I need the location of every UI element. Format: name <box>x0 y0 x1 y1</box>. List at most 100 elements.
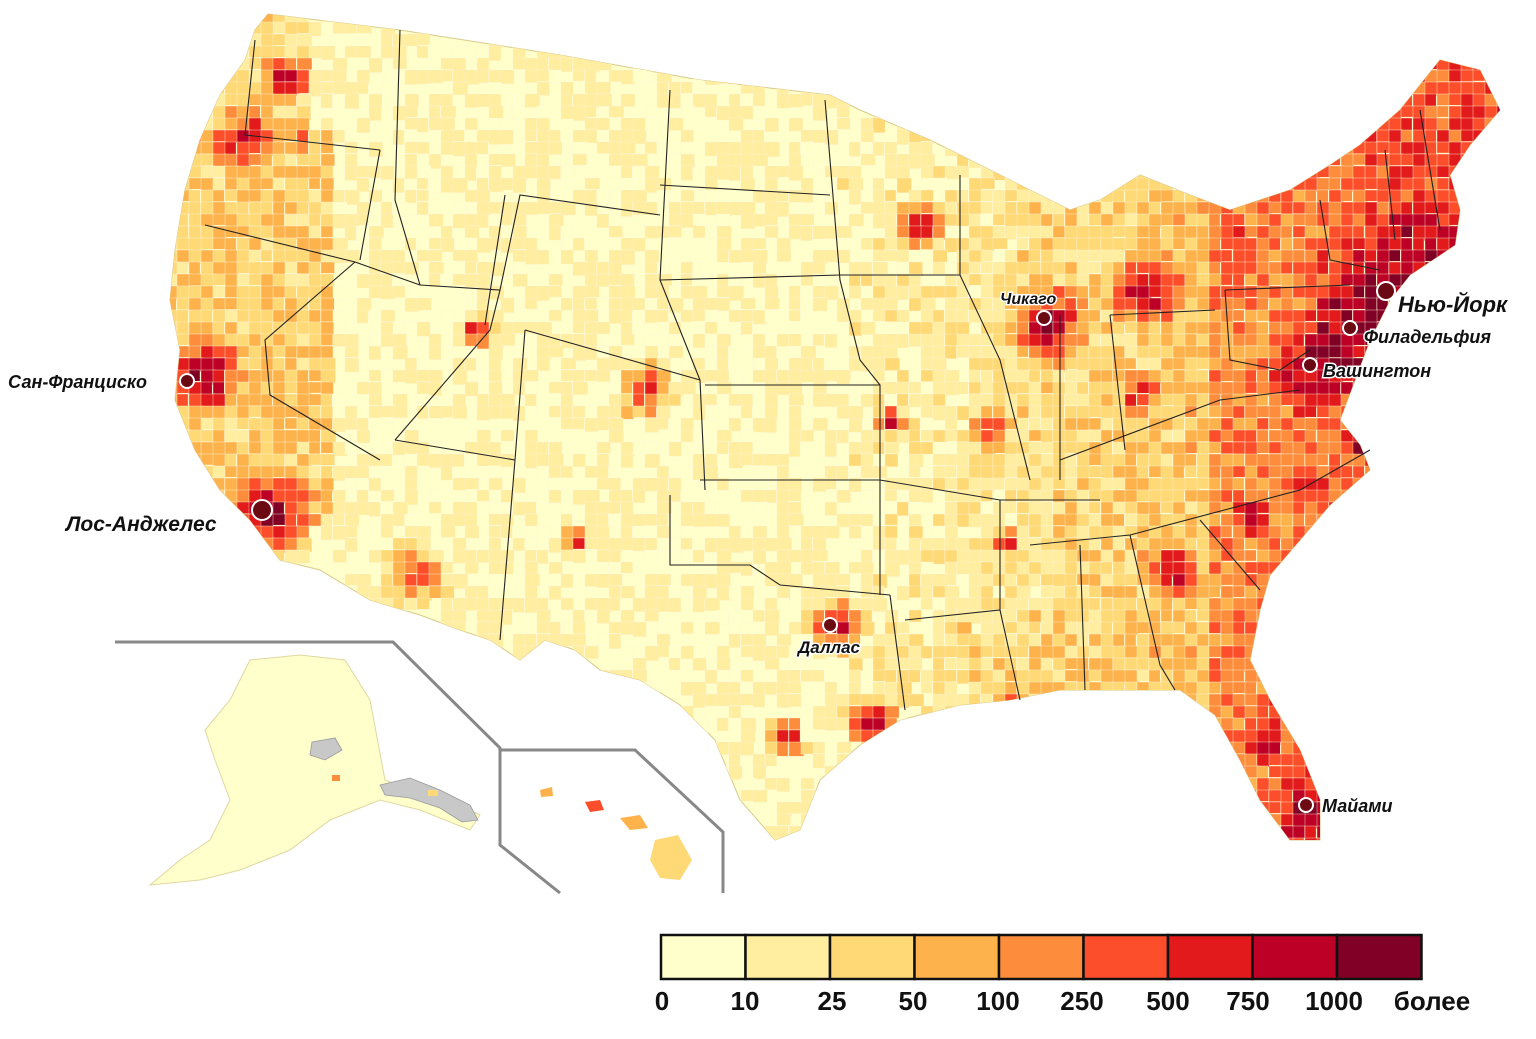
county-cell <box>1076 33 1091 49</box>
county-cell <box>1268 585 1284 599</box>
county-cell <box>272 465 285 478</box>
county-cell <box>548 633 563 649</box>
county-cell <box>560 369 574 382</box>
county-cell <box>1376 489 1390 503</box>
county-cell <box>560 165 577 182</box>
county-cell <box>740 561 753 577</box>
county-cell <box>1124 345 1139 359</box>
county-cell <box>488 573 502 586</box>
county-cell <box>380 573 393 588</box>
county-cell <box>536 21 551 35</box>
county-cell <box>1256 441 1271 454</box>
county-cell <box>656 33 671 48</box>
county-cell <box>224 513 239 528</box>
county-cell <box>1364 117 1379 130</box>
county-cell <box>656 405 671 420</box>
county-cell <box>944 69 959 83</box>
county-cell <box>1509 154 1521 166</box>
county-cell <box>1460 633 1475 647</box>
county-cell <box>992 14 1006 24</box>
county-cell <box>800 45 816 60</box>
county-cell <box>1040 405 1054 419</box>
county-cell <box>836 405 851 419</box>
county-cell <box>1028 249 1041 262</box>
county-cell <box>536 333 551 347</box>
county-cell <box>1292 549 1306 564</box>
county-cell <box>272 417 285 431</box>
county-cell <box>224 297 239 310</box>
county-cell <box>1364 309 1378 323</box>
county-cell <box>1064 621 1078 635</box>
county-cell <box>1244 345 1259 359</box>
county-cell <box>800 57 816 72</box>
county-cell <box>1052 609 1067 623</box>
county-cell <box>356 417 369 432</box>
county-cell <box>1496 273 1500 288</box>
county-cell <box>860 321 876 335</box>
county-cell <box>320 393 333 407</box>
county-cell <box>896 81 909 95</box>
county-cell <box>956 537 971 552</box>
county-cell <box>1484 225 1498 241</box>
county-cell <box>260 153 273 167</box>
county-cell <box>1124 57 1138 70</box>
county-cell <box>1220 609 1235 623</box>
county-cell <box>824 225 837 240</box>
county-cell <box>668 597 682 613</box>
county-cell <box>1232 273 1245 287</box>
county-cell <box>920 429 934 442</box>
county-cell <box>1148 33 1161 49</box>
county-cell <box>608 429 624 444</box>
county-cell <box>1484 573 1500 587</box>
county-cell <box>284 237 297 251</box>
county-cell <box>1364 537 1379 552</box>
county-cell <box>776 501 792 515</box>
county-cell <box>1028 141 1043 155</box>
county-cell <box>908 465 921 478</box>
county-cell <box>1268 405 1282 419</box>
county-cell <box>1148 513 1164 527</box>
county-cell <box>1400 549 1414 564</box>
county-cell <box>1460 561 1473 576</box>
county-cell <box>752 369 766 383</box>
county-cell <box>1268 93 1284 107</box>
county-cell <box>956 237 970 251</box>
county-cell <box>836 465 849 480</box>
county-cell <box>764 57 778 70</box>
county-cell <box>1040 513 1055 527</box>
county-cell <box>188 117 203 133</box>
county-cell <box>1244 561 1259 574</box>
county-cell <box>1292 573 1306 586</box>
county-cell <box>368 309 382 323</box>
county-cell <box>596 573 610 589</box>
county-cell <box>1304 14 1320 25</box>
county-cell <box>170 69 180 83</box>
county-cell <box>1160 237 1175 252</box>
county-cell <box>1472 273 1487 287</box>
county-cell <box>1496 609 1500 623</box>
county-cell <box>1316 405 1330 418</box>
county-cell <box>176 441 191 454</box>
county-cell <box>188 225 201 239</box>
county-cell <box>704 45 717 61</box>
county-cell <box>476 153 489 169</box>
county-cell <box>1400 117 1413 132</box>
county-cell <box>1424 345 1437 361</box>
county-cell <box>644 141 657 155</box>
county-cell <box>1496 45 1500 59</box>
county-cell <box>584 69 597 84</box>
county-cell <box>1340 573 1355 588</box>
county-cell <box>1148 381 1161 396</box>
county-cell <box>488 45 502 61</box>
county-cell <box>368 585 383 600</box>
county-cell <box>416 141 430 154</box>
county-cell <box>1412 561 1427 574</box>
county-cell <box>464 501 478 515</box>
county-cell <box>1436 165 1451 178</box>
county-cell <box>1472 129 1486 143</box>
county-cell <box>848 93 864 106</box>
county-cell <box>764 657 780 670</box>
county-cell <box>1509 82 1522 93</box>
county-cell <box>1256 597 1273 610</box>
county-cell <box>1388 249 1401 262</box>
